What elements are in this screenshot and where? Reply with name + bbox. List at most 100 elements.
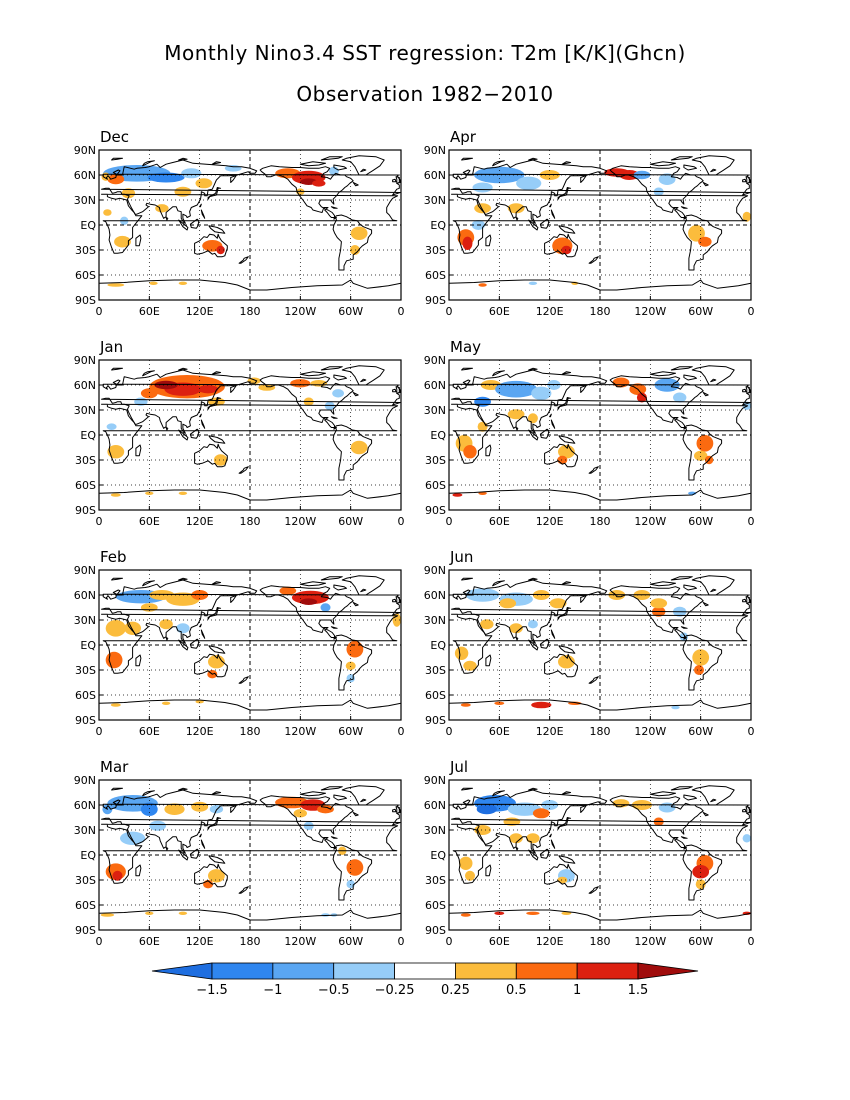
coastline [691, 365, 735, 386]
panel-title: Jun [449, 548, 473, 566]
figure-title-line2: Observation 1982−2010 [296, 82, 553, 106]
coastline [461, 577, 473, 581]
colorbar-swatch [455, 962, 517, 980]
lat-tick-label: 30N [74, 614, 96, 627]
coastline [680, 626, 688, 629]
anomaly-patch [198, 385, 219, 394]
coastline [200, 419, 206, 429]
anomaly-patch [499, 598, 517, 609]
coastline [558, 225, 576, 234]
lon-tick-label: 120W [634, 725, 666, 738]
coastline [558, 855, 576, 864]
coastline [683, 164, 697, 171]
panel-title: May [450, 338, 481, 356]
lon-tick-label: 60W [688, 515, 713, 528]
coastline [649, 371, 676, 377]
coastline [178, 849, 189, 861]
coastline [299, 161, 326, 167]
coastline [165, 847, 169, 851]
anomaly-patch [166, 592, 200, 606]
coastline [360, 798, 367, 803]
antarctic-coastline [449, 909, 751, 921]
coastline [710, 168, 717, 173]
anomaly-patch [112, 870, 123, 881]
coastline [492, 370, 505, 377]
panel-plot-area [99, 780, 401, 930]
lon-tick-label: 180 [590, 935, 611, 948]
lat-tick-label: 60N [74, 379, 96, 392]
coastline [189, 638, 200, 649]
coastline [178, 787, 188, 791]
colorbar-tick-label: −1.5 [196, 983, 228, 998]
anomaly-patch [174, 186, 192, 197]
coastline [135, 234, 142, 247]
anomaly-patch [742, 834, 751, 843]
coastline [330, 206, 338, 209]
lat-tick-label: 60N [74, 799, 96, 812]
lat-tick-label: 90S [75, 924, 96, 937]
coastline [332, 844, 373, 901]
anomaly-patch [694, 450, 708, 461]
coastline [549, 623, 552, 628]
coastline [330, 416, 338, 419]
lat-tick-label: 90N [424, 354, 446, 367]
panel-title: Mar [100, 758, 129, 776]
lon-tick-label: 60E [489, 305, 510, 318]
lat-tick-label: 30N [74, 404, 96, 417]
coastline [549, 833, 552, 838]
lat-tick-label: EQ [80, 849, 96, 862]
coastline [451, 193, 749, 254]
lat-tick-label: 30S [75, 244, 96, 257]
anomaly-patch [161, 701, 171, 705]
coastline [352, 182, 359, 187]
coastline [165, 637, 169, 641]
colorbar-tick-label: 0.25 [441, 983, 470, 998]
coastline [178, 429, 189, 441]
coastline [341, 155, 385, 176]
coastline [588, 256, 599, 264]
coastline [101, 193, 399, 254]
anomaly-patch [392, 613, 401, 627]
lat-tick-label: 90S [425, 714, 446, 727]
coastline [451, 159, 751, 224]
coastline [332, 634, 373, 691]
lon-tick-label: 0 [446, 935, 453, 948]
coastline [299, 581, 326, 587]
coastline [207, 397, 222, 410]
coastline [208, 435, 226, 444]
anomaly-patch [300, 598, 318, 605]
anomaly-patch [673, 392, 687, 403]
coastline [451, 823, 749, 884]
panel-title: Feb [100, 548, 127, 566]
panel-plot-area [99, 150, 401, 300]
coastline [178, 219, 189, 231]
coastline [710, 798, 717, 803]
coastline [208, 855, 226, 864]
coastline [742, 388, 747, 393]
anomaly-patch [181, 168, 202, 179]
panel-title: Apr [450, 128, 477, 146]
coastline [550, 839, 556, 849]
anomaly-patch [478, 283, 487, 287]
coastline [528, 157, 538, 161]
coastline [485, 444, 492, 457]
coastline [194, 863, 228, 888]
coastline [101, 613, 399, 674]
coastline [485, 234, 492, 247]
coastline [101, 369, 401, 434]
coastline [550, 419, 556, 429]
lon-tick-label: 120E [536, 935, 564, 948]
lon-tick-label: 120E [186, 305, 214, 318]
coastline [528, 367, 538, 371]
anomaly-patch [154, 380, 178, 390]
colorbar-tick-label: −1 [263, 983, 282, 998]
coastline [691, 785, 735, 806]
coastline [200, 839, 206, 849]
lat-tick-label: 90S [425, 504, 446, 517]
anomaly-patch [494, 911, 505, 915]
